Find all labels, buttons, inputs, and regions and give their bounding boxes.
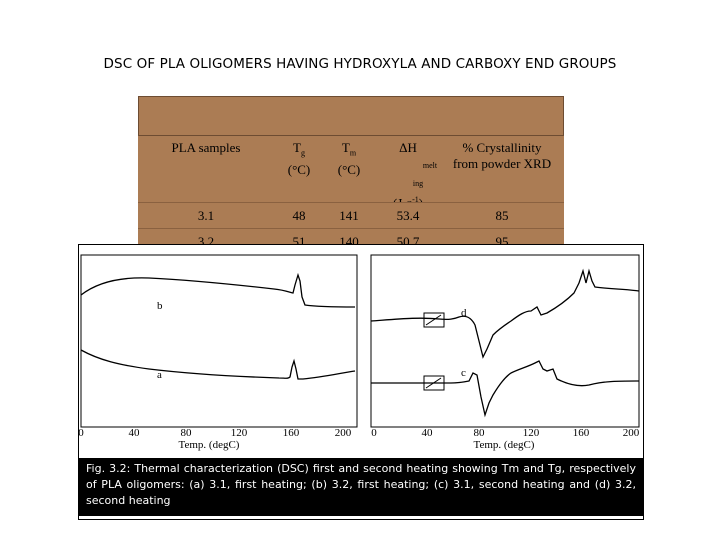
label-b: b: [157, 300, 163, 312]
header-dh-unit-sup: -1: [412, 195, 419, 204]
tg-box-c: [423, 375, 445, 391]
left-tick-120: 120: [231, 427, 248, 439]
table-header-row: PLA samples Tg (°C) Tm (°C) ΔH melt ing …: [138, 136, 564, 210]
label-c: c: [461, 367, 466, 379]
header-tg: Tg (°C): [274, 140, 324, 178]
cell-crystallinity: 95: [495, 234, 509, 246]
header-tm-sub: m: [349, 148, 357, 158]
header-tm: Tm (°C): [324, 140, 374, 178]
table-top-band: [138, 96, 564, 136]
right-tick-200: 200: [623, 427, 640, 439]
cell-sample: 3.2: [197, 234, 215, 246]
tg-tangent-d: [425, 314, 442, 326]
figure-caption: Fig. 3.2: Thermal characterization (DSC)…: [78, 458, 644, 516]
curve-a: [80, 349, 356, 380]
right-x-ticks: 0 40 80 120 160 200: [371, 427, 640, 439]
right-tick-40: 40: [422, 427, 434, 439]
left-tick-0: 0: [79, 427, 84, 439]
cell-tg: 51: [292, 234, 306, 246]
right-tick-120: 120: [523, 427, 540, 439]
left-x-ticks: 0 40 80 120 160 200: [78, 427, 352, 439]
cell-tm: 141: [339, 208, 359, 223]
tg-tangent-c: [425, 377, 442, 389]
right-tick-80: 80: [474, 427, 486, 439]
header-tg-unit: (°C): [287, 161, 311, 177]
header-cryst-line2: from powder XRD: [452, 156, 552, 171]
header-dh-sub-melt: melt: [422, 161, 438, 170]
cell-crystallinity: 85: [495, 208, 509, 223]
table-row: 3.2 51 140 50.7 95: [138, 228, 564, 246]
dsc-thermogram-svg: b a d c 0 40 80 120 160 200 Temp. (degC)…: [78, 254, 640, 451]
slide-title: DSC OF PLA OLIGOMERS HAVING HYDROXYLA AN…: [103, 56, 617, 72]
cell-tg: 48: [292, 208, 306, 223]
left-xlabel: Temp. (degC): [179, 439, 240, 451]
label-d: d: [461, 307, 467, 319]
header-dh: ΔH melt ing (J.g-1): [374, 140, 442, 211]
cell-sample: 3.1: [197, 208, 215, 223]
cell-tm: 140: [339, 234, 359, 246]
table-row: 3.1 48 141 53.4 85: [138, 202, 564, 229]
header-cryst-line1: % Crystallinity: [462, 140, 542, 155]
header-tg-sub: g: [300, 148, 305, 158]
cell-dh: 53.4: [396, 208, 420, 223]
left-tick-40: 40: [129, 427, 141, 439]
left-tick-160: 160: [283, 427, 300, 439]
header-dh-sub-ing: ing: [412, 179, 424, 188]
curve-d: [370, 268, 640, 359]
dsc-table: PLA samples Tg (°C) Tm (°C) ΔH melt ing …: [138, 96, 564, 246]
header-tg-symbol: T: [293, 140, 301, 155]
curve-c: [371, 360, 640, 418]
header-samples: PLA samples: [171, 140, 241, 155]
header-dh-symbol: ΔH: [399, 140, 417, 155]
left-tick-80: 80: [181, 427, 193, 439]
right-tick-160: 160: [573, 427, 590, 439]
header-tm-symbol: T: [341, 140, 350, 155]
right-tick-0: 0: [371, 427, 377, 439]
right-panel-frame: [370, 254, 640, 428]
left-panel-frame: [80, 254, 358, 428]
curve-b: [80, 272, 356, 308]
header-crystallinity: % Crystallinity from powder XRD: [444, 140, 560, 172]
cell-dh: 50.7: [396, 234, 420, 246]
tg-box-d: [423, 312, 445, 328]
header-tm-unit: (°C): [337, 161, 361, 177]
right-xlabel: Temp. (degC): [474, 439, 535, 451]
left-tick-200: 200: [335, 427, 352, 439]
label-a: a: [157, 369, 162, 381]
